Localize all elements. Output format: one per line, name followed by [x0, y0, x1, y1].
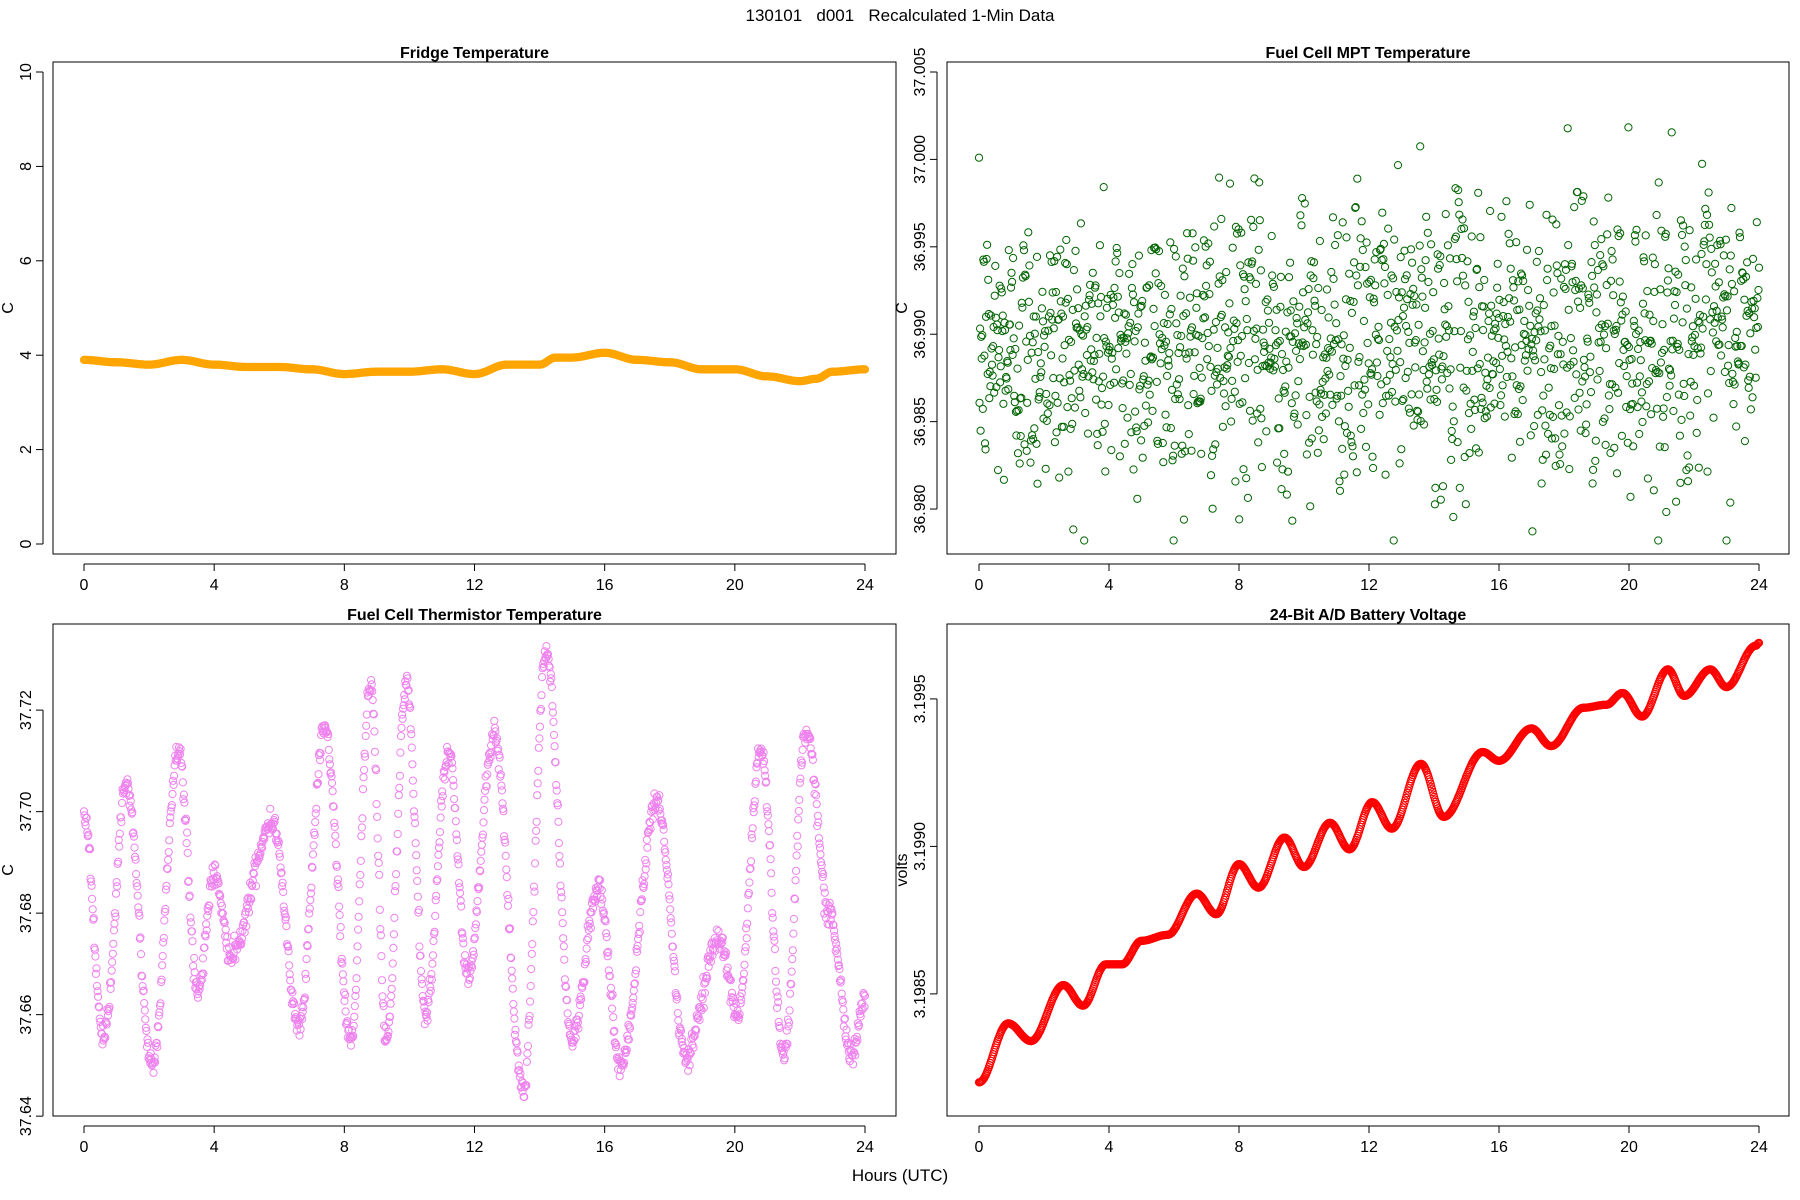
- chart-title: Fridge Temperature: [400, 45, 549, 62]
- x-tick-label: 24: [1750, 1139, 1768, 1156]
- x-tick-label: 16: [596, 577, 614, 594]
- y-tick-label: 10: [18, 63, 35, 81]
- x-tick-label: 16: [1490, 1139, 1508, 1156]
- x-tick-label: 0: [80, 577, 89, 594]
- y-tick-label: 4: [18, 351, 35, 360]
- x-tick-label: 0: [975, 1139, 984, 1156]
- plot-frame: [946, 623, 1790, 1117]
- chart-title: 24-Bit A/D Battery Voltage: [1270, 607, 1467, 624]
- y-tick-label: 8: [18, 162, 35, 171]
- y-axis-label: volts: [894, 854, 911, 887]
- x-tick-label: 24: [856, 577, 874, 594]
- x-tick-label: 12: [1360, 1139, 1378, 1156]
- x-tick-label: 4: [210, 577, 219, 594]
- x-tick-label: 20: [1620, 1139, 1638, 1156]
- x-tick-label: 12: [466, 577, 484, 594]
- y-tick-label: 2: [18, 445, 35, 454]
- x-tick-label: 20: [726, 577, 744, 594]
- y-tick-label: 6: [18, 256, 35, 265]
- x-tick-label: 8: [1235, 1139, 1244, 1156]
- data-series: [79, 348, 870, 386]
- y-tick-label: 3.1985: [912, 969, 929, 1018]
- y-tick-label: 0: [18, 539, 35, 548]
- figure-title: 130101 d001 Recalculated 1-Min Data: [745, 6, 1055, 25]
- data-series: [974, 638, 1764, 1087]
- y-axis-label: C: [0, 302, 17, 314]
- x-axis-label: Hours (UTC): [851, 1166, 949, 1185]
- x-tick-label: 8: [340, 577, 349, 594]
- plot-frame: [52, 61, 897, 555]
- y-tick-label: 3.1995: [912, 674, 929, 723]
- x-tick-label: 4: [1105, 1139, 1114, 1156]
- y-tick-label: 3.1990: [912, 822, 929, 871]
